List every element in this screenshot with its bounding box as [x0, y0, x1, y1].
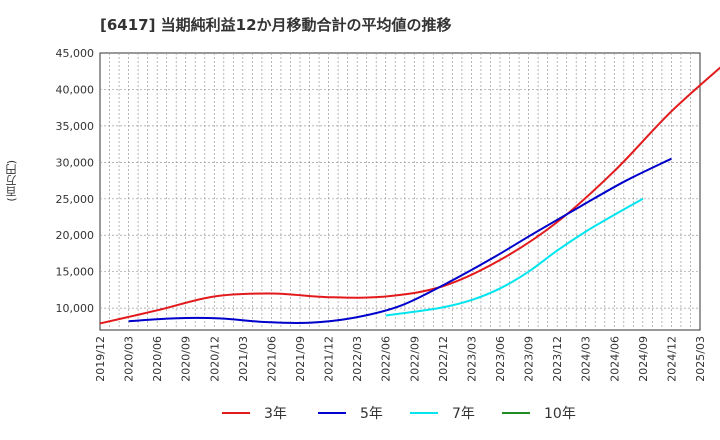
- y-tick-label: 15,000: [56, 266, 95, 279]
- x-tick-label: 2023/06: [494, 336, 507, 382]
- x-tick-label: 2022/06: [380, 336, 393, 382]
- chart-title: [6417] 当期純利益12か月移動合計の平均値の推移: [100, 16, 452, 34]
- x-tick-label: 2020/09: [180, 336, 193, 382]
- x-tick-label: 2021/06: [265, 336, 278, 382]
- x-tick-label: 2022/12: [437, 336, 450, 382]
- x-tick-label: 2020/12: [208, 336, 221, 382]
- legend-label-4: 10年: [544, 406, 576, 422]
- plot-frame: [99, 52, 701, 331]
- x-tick-label: 2024/12: [665, 336, 678, 382]
- x-tick-label: 2021/12: [323, 336, 336, 382]
- legend-label-2: 5年: [360, 406, 383, 422]
- y-tick-label: 25,000: [56, 193, 95, 206]
- legend-label-1: 3年: [264, 406, 287, 422]
- y-tick-label: 45,000: [56, 47, 95, 60]
- y-tick-label: 30,000: [56, 156, 95, 169]
- x-tick-label: 2024/09: [637, 336, 650, 382]
- x-tick-label: 2021/09: [294, 336, 307, 382]
- y-tick-label: 20,000: [56, 229, 95, 242]
- x-tick-label: 2022/03: [351, 336, 364, 382]
- series-line-3: [385, 197, 644, 317]
- x-tick-label: 2023/03: [465, 336, 478, 382]
- x-tick-label: 2019/12: [94, 336, 107, 382]
- x-tick-label: 2024/03: [580, 336, 593, 382]
- y-tick-label: 40,000: [56, 83, 95, 96]
- y-tick-label: 10,000: [56, 302, 95, 315]
- legend-label-3: 7年: [452, 406, 475, 422]
- series-line-2: [128, 157, 672, 325]
- x-tick-label: 2023/09: [523, 336, 536, 382]
- x-tick-label: 2022/09: [408, 336, 421, 382]
- series-line-1: [99, 66, 720, 325]
- x-tick-label: 2023/12: [551, 336, 564, 382]
- x-tick-label: 2025/03: [694, 336, 707, 382]
- x-tick-label: 2020/03: [123, 336, 136, 382]
- x-tick-label: 2020/06: [151, 336, 164, 382]
- x-tick-label: 2021/03: [237, 336, 250, 382]
- x-tick-label: 2024/06: [608, 336, 621, 382]
- y-tick-label: 35,000: [56, 120, 95, 133]
